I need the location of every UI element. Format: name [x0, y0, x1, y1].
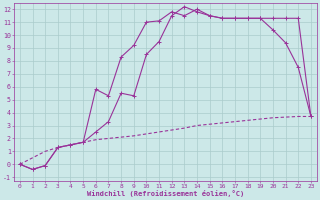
X-axis label: Windchill (Refroidissement éolien,°C): Windchill (Refroidissement éolien,°C) — [87, 190, 244, 197]
